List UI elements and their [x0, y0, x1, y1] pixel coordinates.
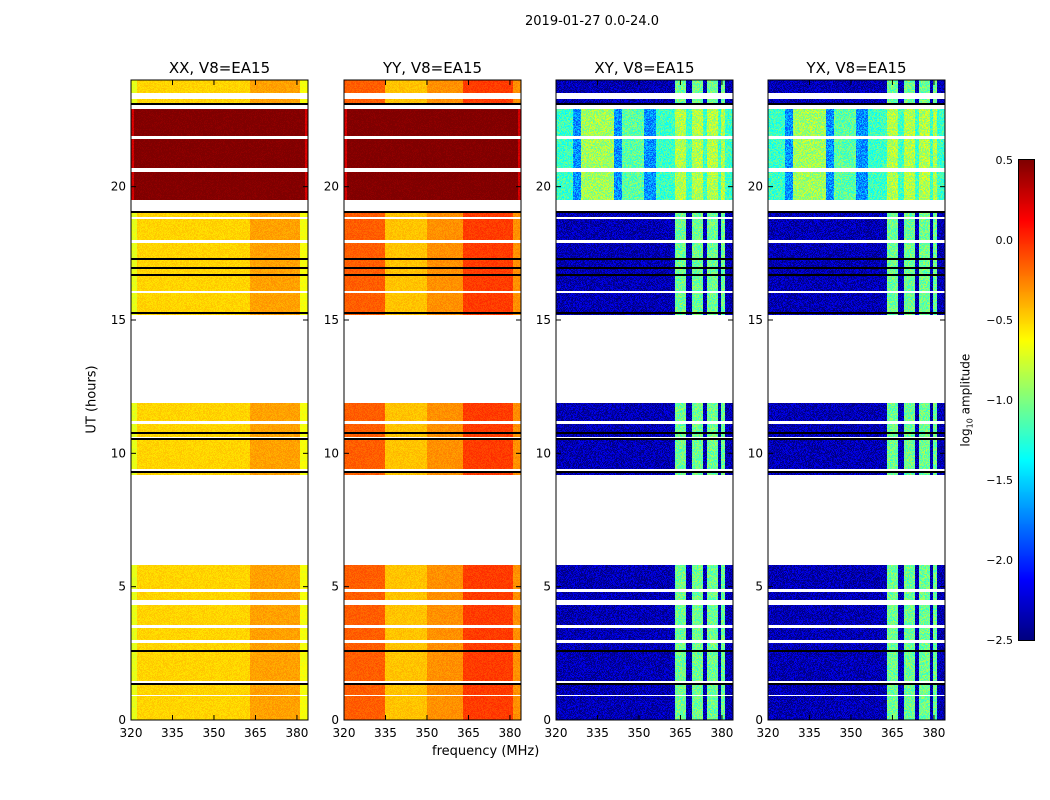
x-tick-label: 380	[285, 726, 308, 740]
y-tick-label: 5	[331, 580, 339, 594]
x-tick-label: 320	[545, 726, 568, 740]
x-tick-label: 380	[922, 726, 945, 740]
x-tick-label: 320	[757, 726, 780, 740]
y-tick-label: 0	[118, 713, 126, 727]
panel-frame	[130, 79, 309, 721]
y-tick-label: 20	[536, 180, 551, 194]
x-tick-label: 365	[669, 726, 692, 740]
y-tick-label: 10	[536, 446, 551, 460]
x-tick-label: 365	[244, 726, 267, 740]
y-tick-label: 0	[331, 713, 339, 727]
y-tick-label: 15	[536, 313, 551, 327]
colorbar-tick-label: 0.5	[996, 154, 1014, 167]
x-tick-label: 335	[374, 726, 397, 740]
x-tick-label: 365	[881, 726, 904, 740]
heatmap-xx	[131, 80, 308, 720]
y-tick-label: 0	[755, 713, 763, 727]
colorbar	[1018, 159, 1035, 641]
colorbar-tick-label: −0.5	[986, 314, 1013, 327]
y-tick-label: 10	[324, 446, 339, 460]
colorbar-tick-label: −2.5	[986, 634, 1013, 647]
colorbar-tick-label: −2.0	[986, 554, 1013, 567]
x-tick-label: 350	[628, 726, 651, 740]
colorbar-label-rest: amplitude	[958, 353, 973, 419]
y-tick-label: 5	[543, 580, 551, 594]
colorbar-tick-label: −1.5	[986, 474, 1013, 487]
panel-frame	[767, 79, 946, 721]
panel-title-yy: YY, V8=EA15	[382, 59, 483, 77]
y-tick-label: 10	[748, 446, 763, 460]
y-tick-label: 5	[118, 580, 126, 594]
y-tick-label: 15	[748, 313, 763, 327]
y-tick-label: 20	[111, 180, 126, 194]
y-tick-label: 0	[543, 713, 551, 727]
colorbar-label-sub: 10	[965, 418, 975, 429]
y-tick-label: 15	[111, 313, 126, 327]
y-tick-label: 20	[748, 180, 763, 194]
x-tick-label: 320	[120, 726, 143, 740]
panel-frame	[555, 79, 734, 721]
x-tick-label: 335	[161, 726, 184, 740]
x-tick-label: 365	[457, 726, 480, 740]
heatmap-yy	[344, 80, 521, 720]
panel-title-xx: XX, V8=EA15	[168, 59, 271, 77]
y-tick-label: 15	[324, 313, 339, 327]
x-tick-label: 335	[586, 726, 609, 740]
colorbar-tick-label: 0.0	[996, 234, 1014, 247]
x-tick-label: 350	[416, 726, 439, 740]
colorbar-label: log10 amplitude	[958, 354, 974, 447]
panel-frame	[343, 79, 522, 721]
x-tick-label: 350	[840, 726, 863, 740]
colorbar-tick-label: −1.0	[986, 394, 1013, 407]
x-tick-label: 320	[333, 726, 356, 740]
colorbar-label-log: log	[958, 428, 973, 447]
panel-title-yx: YX, V8=EA15	[806, 59, 907, 77]
x-tick-label: 350	[203, 726, 226, 740]
heatmap-xy	[556, 80, 733, 720]
y-tick-label: 20	[324, 180, 339, 194]
x-tick-label: 380	[498, 726, 521, 740]
heatmap-yx	[768, 80, 945, 720]
y-tick-label: 5	[755, 580, 763, 594]
x-tick-label: 335	[798, 726, 821, 740]
figure-title: 2019-01-27 0.0-24.0	[525, 14, 659, 29]
y-tick-label: 10	[111, 446, 126, 460]
y-axis-label: UT (hours)	[84, 365, 100, 434]
x-axis-label: frequency (MHz)	[432, 744, 540, 759]
panel-title-xy: XY, V8=EA15	[594, 59, 695, 77]
x-tick-label: 380	[710, 726, 733, 740]
